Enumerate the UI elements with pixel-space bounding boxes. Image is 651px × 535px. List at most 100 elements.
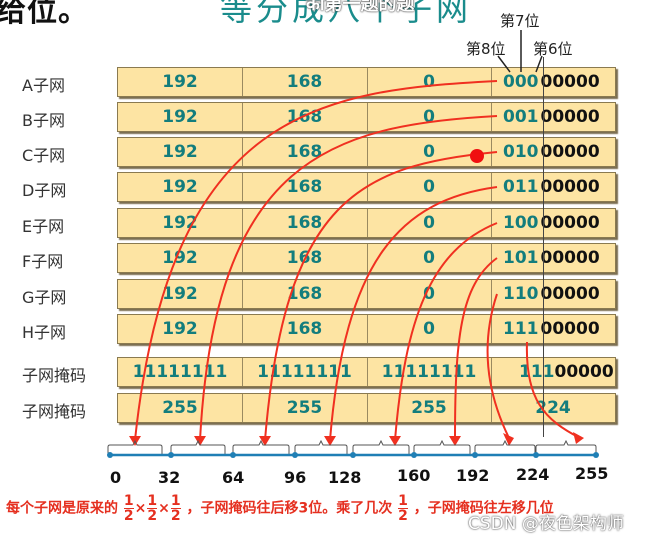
subnet-bits: 100 <box>503 213 539 233</box>
host-bits: 00000 <box>540 248 600 268</box>
row-label-e: E子网 <box>22 217 65 236</box>
octet-4: 110 00000 <box>491 280 615 308</box>
tick-label: 160 <box>397 466 431 485</box>
octet-4: 001 00000 <box>491 103 615 131</box>
diagram-title: 等分成八个子网 <box>220 0 473 28</box>
tick-label: 96 <box>284 468 307 487</box>
bit-divider-line <box>543 57 544 437</box>
octet-1: 192 <box>118 138 243 166</box>
mask-binary-row: 11111111 11111111 11111111 11100000 <box>117 357 616 387</box>
row-label-b: B子网 <box>22 111 65 130</box>
host-bits: 00000 <box>540 72 600 92</box>
number-line-braces <box>107 439 597 455</box>
subnet-bits: 111 <box>503 319 539 339</box>
octet-2: 168 <box>242 68 368 96</box>
octet-3: 0 <box>367 315 492 343</box>
tick-label: 192 <box>456 466 490 485</box>
tick-label: 64 <box>222 468 245 487</box>
octet-1: 192 <box>118 315 243 343</box>
octet-1: 192 <box>118 209 243 237</box>
subnet-row-c: 192 168 0 010 00000 <box>117 137 616 167</box>
host-bits: 00000 <box>540 213 600 233</box>
octet-2: 255 <box>242 394 368 422</box>
subnet-row-g: 192 168 0 110 00000 <box>117 279 616 309</box>
subnet-bits: 110 <box>503 284 539 304</box>
octet-4: 224 <box>535 398 571 418</box>
subnet-row-f: 192 168 0 101 00000 <box>117 243 616 273</box>
bit6-label: 第6位 <box>533 40 573 58</box>
times-sign: × <box>134 500 147 517</box>
row-label-h: H子网 <box>22 323 67 342</box>
bit7-label: 第7位 <box>500 12 540 30</box>
subnet-row-b: 192 168 0 001 00000 <box>117 102 616 132</box>
octet-2: 11111111 <box>242 358 368 386</box>
tick-label: 255 <box>575 464 609 483</box>
arrowheads <box>129 432 584 446</box>
host-bits: 00000 <box>540 284 600 304</box>
subtitle-overlay: का第一题的题 <box>306 0 415 15</box>
tick-label: 0 <box>110 468 122 487</box>
note-text-2: ，子网掩码往后移3位。乘了几次 <box>186 500 393 517</box>
row-label-a: A子网 <box>22 76 65 95</box>
subnet-bits: 101 <box>503 248 539 268</box>
tick-label: 224 <box>516 465 550 484</box>
note-text-1: 每个子网是原来的 <box>6 500 118 517</box>
subnet-bits: 011 <box>503 177 539 197</box>
mask-decimal-label: 子网掩码 <box>22 402 87 421</box>
octet-2: 168 <box>242 315 368 343</box>
host-bits: 00000 <box>540 319 600 339</box>
mapping-arrows <box>134 80 581 441</box>
host-bits: 00000 <box>540 177 600 197</box>
number-line-points <box>107 452 599 458</box>
octet-4: 100 00000 <box>491 209 615 237</box>
subnet-bits: 001 <box>503 107 539 127</box>
host-bits: 00000 <box>540 107 600 127</box>
row-label-g: G子网 <box>22 288 67 307</box>
header-fragment: 给位。 <box>0 0 89 29</box>
row-label-d: D子网 <box>22 181 67 200</box>
octet-1: 255 <box>118 394 243 422</box>
tick-label: 128 <box>328 468 362 487</box>
octet-1: 192 <box>118 280 243 308</box>
octet-3: 255 <box>367 394 492 422</box>
subnet-bits: 000 <box>503 72 539 92</box>
octet-3: 0 <box>367 244 492 272</box>
octet-1: 11111111 <box>118 358 243 386</box>
subnet-bits: 010 <box>503 142 539 162</box>
octet-2: 168 <box>242 138 368 166</box>
octet-3: 0 <box>367 280 492 308</box>
octet-2: 168 <box>242 209 368 237</box>
mask-decimal-row: 255 255 255 224 <box>117 393 616 423</box>
tick-label: 32 <box>158 468 181 487</box>
row-label-c: C子网 <box>22 146 66 165</box>
octet-4: 011 00000 <box>491 173 615 201</box>
host-bits: 00000 <box>540 142 600 162</box>
mask-binary-label: 子网掩码 <box>22 366 87 385</box>
octet-4: 101 00000 <box>491 244 615 272</box>
subnet-row-e: 192 168 0 100 00000 <box>117 208 616 238</box>
row-label-f: F子网 <box>22 252 64 271</box>
watermark: CSDN @夜色架构师 <box>468 514 624 534</box>
octet-4: 010 00000 <box>491 138 615 166</box>
bit8-label: 第8位 <box>466 40 506 58</box>
octet-2: 168 <box>242 280 368 308</box>
octet-1: 192 <box>118 173 243 201</box>
host-bits: 00000 <box>554 362 614 382</box>
octet-1: 192 <box>118 244 243 272</box>
bit-leader-lines <box>497 30 543 73</box>
octet-3: 0 <box>367 209 492 237</box>
note-text-3: ，子网掩码往左移几位 <box>413 500 554 517</box>
subnet-row-h: 192 168 0 111 00000 <box>117 314 616 344</box>
subnet-row-d: 192 168 0 011 00000 <box>117 172 616 202</box>
octet-1: 192 <box>118 68 243 96</box>
pointer-dot <box>470 149 484 163</box>
octet-4: 000 00000 <box>491 68 615 96</box>
octet-1: 192 <box>118 103 243 131</box>
